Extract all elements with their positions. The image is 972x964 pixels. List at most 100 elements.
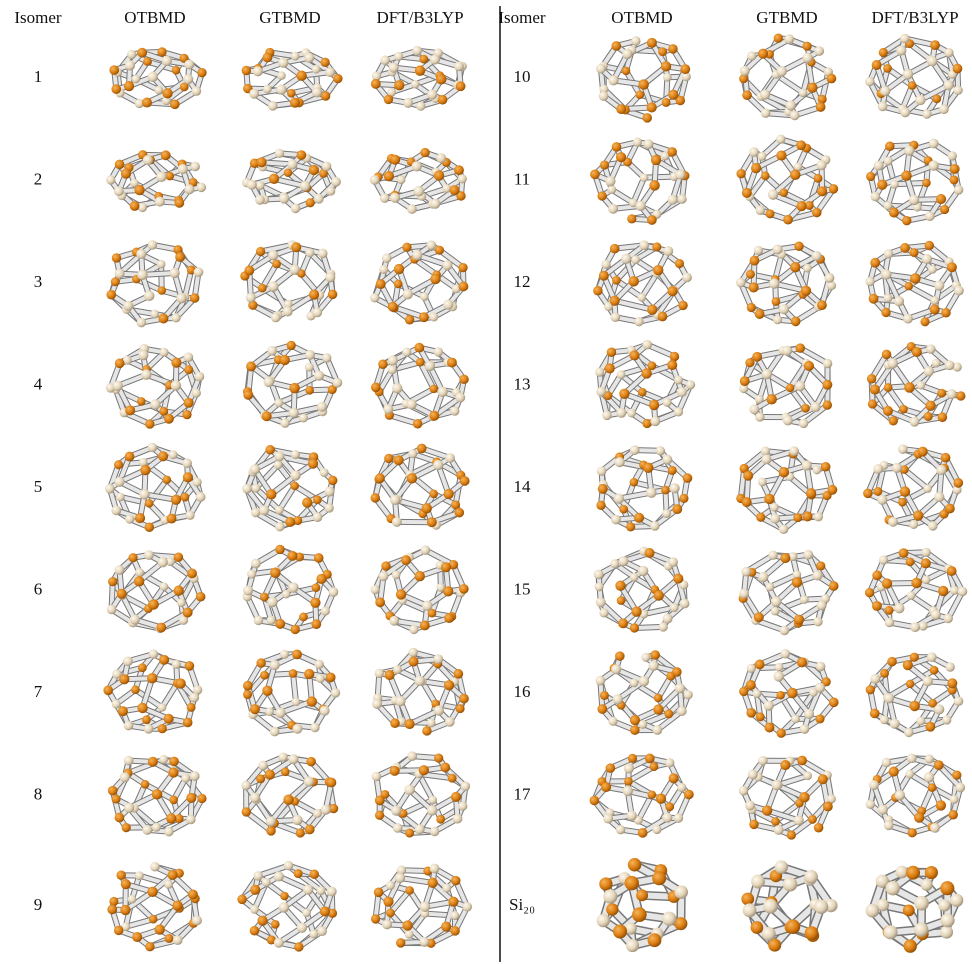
- atom: [916, 381, 926, 390]
- atom: [902, 69, 914, 80]
- atom: [403, 97, 414, 108]
- atom: [957, 586, 968, 597]
- atom: [662, 509, 672, 519]
- atom: [743, 470, 754, 481]
- atom: [312, 512, 323, 523]
- atom: [186, 265, 196, 275]
- atom: [937, 388, 947, 398]
- atom: [150, 861, 160, 872]
- atom: [282, 306, 293, 317]
- atom: [325, 672, 336, 683]
- atom: [383, 171, 395, 182]
- atom: [745, 679, 756, 691]
- atom: [166, 513, 177, 524]
- atom: [815, 661, 826, 672]
- atom: [427, 608, 437, 618]
- atom: [269, 659, 280, 671]
- atom: [378, 359, 388, 370]
- atom: [749, 255, 760, 266]
- atom: [672, 504, 683, 515]
- atom: [927, 521, 938, 531]
- bond: [612, 298, 655, 312]
- atom: [664, 709, 674, 719]
- atom: [923, 411, 933, 422]
- atom: [134, 98, 145, 109]
- atom: [385, 880, 395, 890]
- atom: [451, 500, 461, 510]
- atom: [780, 649, 791, 659]
- atom: [928, 265, 937, 274]
- atom: [813, 173, 823, 183]
- atom: [614, 457, 625, 468]
- atom: [289, 97, 300, 108]
- atom: [454, 165, 464, 176]
- atom: [930, 40, 940, 51]
- atom: [946, 389, 957, 400]
- atom: [904, 382, 915, 393]
- bond: [869, 352, 889, 381]
- atom: [293, 516, 303, 526]
- atom: [141, 97, 152, 108]
- atom: [390, 154, 401, 165]
- bond: [407, 708, 441, 727]
- atom: [143, 290, 155, 302]
- atom: [114, 476, 125, 487]
- atom: [171, 65, 181, 75]
- atom: [287, 88, 296, 98]
- atom: [896, 45, 907, 56]
- atom: [907, 81, 917, 90]
- atom: [164, 826, 174, 837]
- atom: [147, 240, 158, 250]
- atom: [953, 478, 964, 488]
- atom: [793, 162, 803, 172]
- atom: [739, 376, 750, 387]
- atom: [739, 588, 750, 599]
- atom: [648, 660, 659, 671]
- atom: [303, 776, 315, 787]
- atom: [414, 65, 426, 76]
- isomer-label: 3: [34, 272, 43, 291]
- atom: [928, 160, 939, 171]
- atom: [458, 262, 468, 273]
- atom: [107, 904, 118, 915]
- bond: [788, 361, 809, 390]
- atom: [296, 70, 307, 81]
- atom: [328, 475, 338, 486]
- atom: [667, 359, 678, 371]
- atom: [799, 724, 810, 734]
- atom: [436, 583, 446, 592]
- atom: [317, 248, 328, 259]
- atom: [442, 260, 453, 271]
- atom: [283, 299, 293, 309]
- atom: [923, 366, 934, 377]
- atom: [627, 408, 636, 418]
- atom: [790, 169, 801, 181]
- atom: [274, 398, 284, 408]
- atom: [633, 512, 645, 523]
- column-header: DFT/B3LYP: [871, 8, 958, 27]
- atom: [263, 84, 272, 94]
- atom: [761, 369, 773, 380]
- atom: [124, 451, 135, 462]
- atom: [295, 828, 305, 838]
- atom: [756, 512, 766, 522]
- atom: [826, 73, 837, 84]
- atom: [798, 88, 808, 98]
- atom: [459, 584, 469, 594]
- bond: [123, 917, 156, 929]
- atom: [773, 33, 783, 43]
- cluster-image: [864, 547, 968, 633]
- atom: [667, 286, 678, 297]
- bond: [631, 175, 647, 205]
- atom: [408, 449, 418, 459]
- atom: [638, 675, 650, 687]
- atom: [926, 344, 936, 354]
- atom: [387, 365, 397, 375]
- bond: [614, 257, 638, 283]
- atom: [677, 194, 687, 204]
- isomer-label: 2: [34, 169, 43, 188]
- atom: [393, 455, 404, 466]
- atom: [169, 795, 178, 805]
- atom: [653, 264, 664, 276]
- atom: [454, 61, 464, 72]
